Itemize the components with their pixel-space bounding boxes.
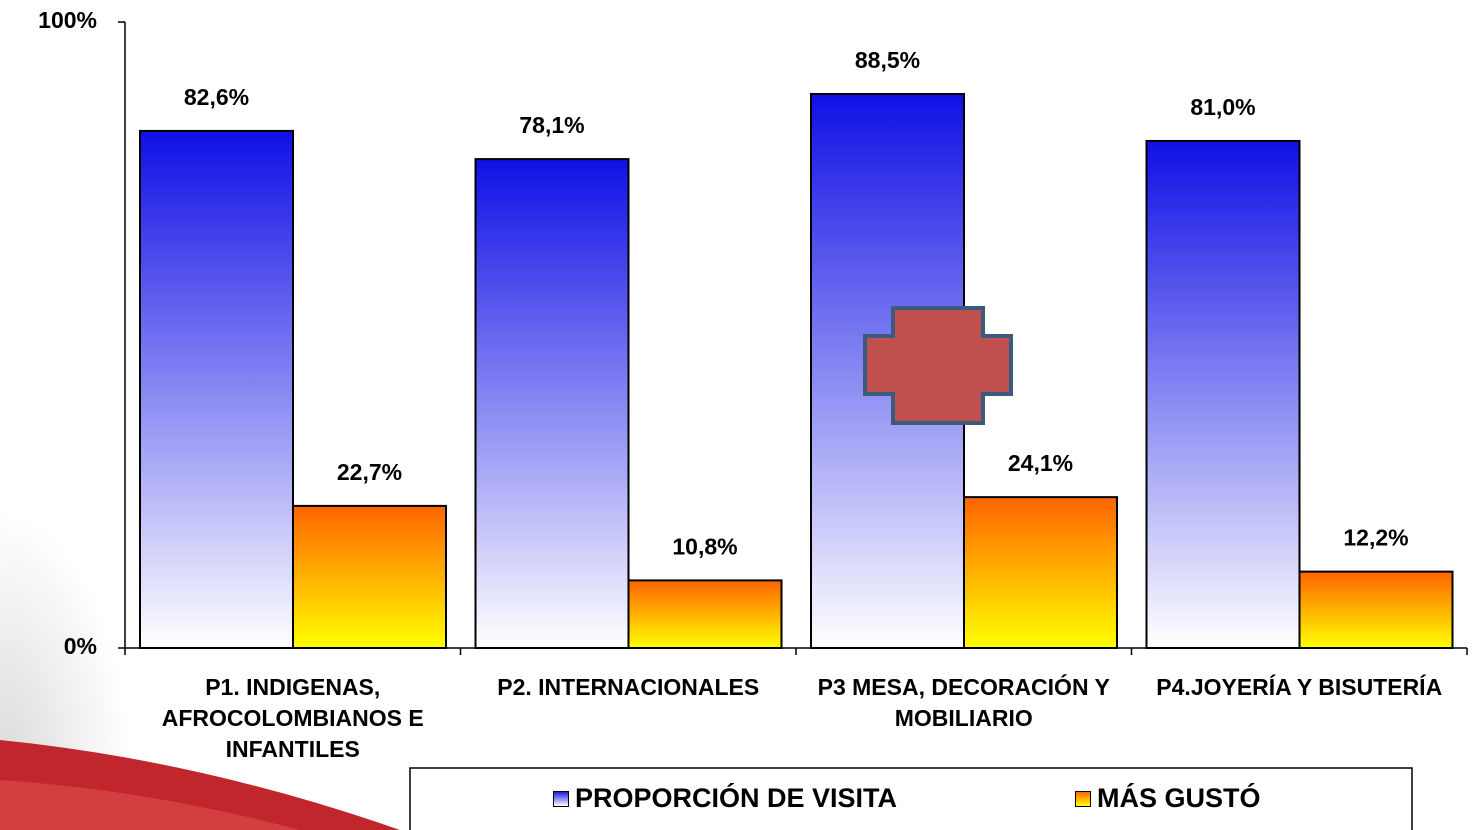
legend-swatch: [1075, 790, 1091, 807]
y-tick-label: 0%: [64, 633, 97, 659]
x-tick-label: P4.JOYERÍA Y BISUTERÍA: [1156, 674, 1443, 700]
legend-item: PROPORCIÓN DE VISITA: [553, 783, 897, 814]
x-tick-label: P3 MESA, DECORACIÓN Y MOBILIARIO: [817, 674, 1110, 731]
background-swoosh: [0, 780, 300, 830]
data-label: 88,5%: [855, 47, 920, 73]
data-label: 81,0%: [1190, 94, 1255, 120]
x-tick-label: P2. INTERNACIONALES: [497, 674, 760, 700]
legend-label: PROPORCIÓN DE VISITA: [575, 783, 898, 813]
data-label: 24,1%: [1008, 450, 1073, 476]
data-label: 10,8%: [672, 533, 737, 559]
bar: [139, 129, 294, 649]
legend-swatch: [553, 790, 569, 807]
legend-item: MÁS GUSTÓ: [1075, 783, 1261, 814]
bar: [1145, 139, 1301, 649]
decorative-cross: [863, 306, 1013, 425]
legend-box: [409, 767, 1413, 830]
y-tick-label: 100%: [38, 7, 97, 33]
bar: [1298, 570, 1454, 649]
bar: [963, 496, 1118, 649]
x-tick-label: P1. INDIGENAS, AFROCOLOMBIANOS E INFANTI…: [161, 674, 424, 762]
bar: [627, 579, 783, 650]
legend-label: MÁS GUSTÓ: [1097, 783, 1261, 813]
data-label: 82,6%: [184, 84, 249, 110]
bar: [474, 158, 630, 649]
bar: [292, 504, 447, 650]
data-label: 12,2%: [1343, 525, 1408, 551]
data-label: 22,7%: [337, 459, 402, 485]
data-label: 78,1%: [519, 112, 584, 138]
